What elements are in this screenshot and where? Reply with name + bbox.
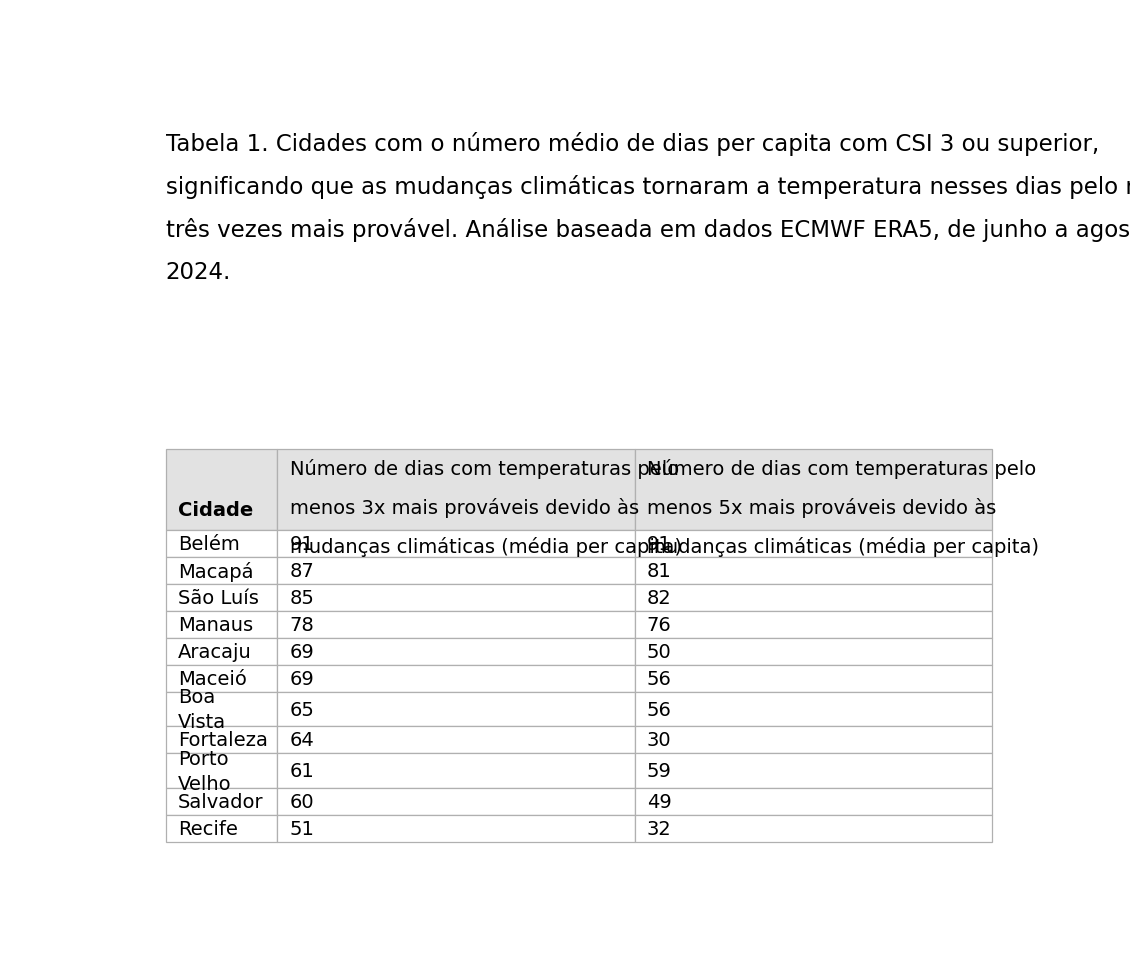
Bar — [635, 727, 992, 753]
Text: Salvador: Salvador — [179, 792, 263, 811]
Bar — [277, 450, 635, 530]
Bar — [277, 788, 635, 815]
Bar — [277, 727, 635, 753]
Text: 56: 56 — [646, 700, 671, 719]
Text: Boa
Vista: Boa Vista — [179, 687, 226, 731]
Text: 2024.: 2024. — [166, 260, 232, 283]
Text: 56: 56 — [646, 669, 671, 688]
Bar — [166, 611, 277, 638]
Bar — [277, 530, 635, 557]
Text: Macapá: Macapá — [179, 561, 253, 581]
Bar — [277, 815, 635, 842]
Text: significando que as mudanças climáticas tornaram a temperatura nesses dias pelo : significando que as mudanças climáticas … — [166, 175, 1130, 199]
Text: 32: 32 — [646, 819, 671, 838]
Text: 51: 51 — [289, 819, 314, 838]
Text: Cidade: Cidade — [179, 500, 253, 519]
Bar — [277, 753, 635, 788]
Text: Tabela 1. Cidades com o número médio de dias per capita com CSI 3 ou superior,: Tabela 1. Cidades com o número médio de … — [166, 132, 1099, 156]
Bar — [635, 665, 992, 692]
Bar — [635, 584, 992, 611]
Bar — [166, 584, 277, 611]
Text: 49: 49 — [646, 792, 671, 811]
Bar — [635, 692, 992, 727]
Text: 59: 59 — [646, 761, 671, 780]
Bar — [277, 638, 635, 665]
Text: Aracaju: Aracaju — [179, 642, 252, 661]
Text: São Luís: São Luís — [179, 588, 259, 607]
Bar — [277, 665, 635, 692]
Bar — [166, 692, 277, 727]
Text: 82: 82 — [646, 588, 671, 607]
Bar — [277, 692, 635, 727]
Text: Porto
Velho: Porto Velho — [179, 749, 232, 793]
Bar — [166, 450, 277, 530]
Bar — [635, 557, 992, 584]
Bar — [277, 584, 635, 611]
Bar — [635, 450, 992, 530]
Text: Belém: Belém — [179, 534, 240, 554]
Text: 91: 91 — [289, 534, 314, 554]
Bar — [166, 665, 277, 692]
Bar — [635, 815, 992, 842]
Text: 69: 69 — [289, 669, 314, 688]
Bar — [635, 638, 992, 665]
Bar — [635, 753, 992, 788]
Text: 65: 65 — [289, 700, 314, 719]
Bar — [166, 557, 277, 584]
Bar — [166, 638, 277, 665]
Bar — [166, 727, 277, 753]
Bar — [166, 530, 277, 557]
Text: Recife: Recife — [179, 819, 238, 838]
Text: 76: 76 — [646, 615, 671, 634]
Text: 60: 60 — [289, 792, 314, 811]
Text: três vezes mais provável. Análise baseada em dados ECMWF ERA5, de junho a agosto: três vezes mais provável. Análise basead… — [166, 217, 1130, 241]
Bar — [277, 611, 635, 638]
Text: 91: 91 — [646, 534, 671, 554]
Bar — [635, 611, 992, 638]
Text: Fortaleza: Fortaleza — [179, 730, 268, 750]
Text: 85: 85 — [289, 588, 314, 607]
Text: Manaus: Manaus — [179, 615, 253, 634]
Text: Maceió: Maceió — [179, 669, 247, 688]
Text: 81: 81 — [646, 561, 671, 580]
Bar — [635, 788, 992, 815]
Text: 30: 30 — [646, 730, 671, 750]
Text: 61: 61 — [289, 761, 314, 780]
Bar — [277, 557, 635, 584]
Text: 50: 50 — [646, 642, 671, 661]
Text: Número de dias com temperaturas pelo

menos 3x mais prováveis devido às

mudança: Número de dias com temperaturas pelo men… — [289, 458, 681, 556]
Text: 87: 87 — [289, 561, 314, 580]
Text: Número de dias com temperaturas pelo

menos 5x mais prováveis devido às

mudança: Número de dias com temperaturas pelo men… — [646, 458, 1038, 556]
Text: 69: 69 — [289, 642, 314, 661]
Bar — [166, 788, 277, 815]
Text: 78: 78 — [289, 615, 314, 634]
Bar — [635, 530, 992, 557]
Bar — [166, 753, 277, 788]
Bar — [166, 815, 277, 842]
Text: 64: 64 — [289, 730, 314, 750]
